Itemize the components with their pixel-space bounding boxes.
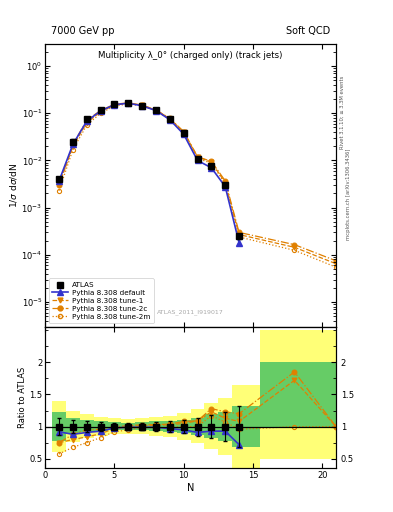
Text: Soft QCD: Soft QCD	[286, 27, 330, 36]
Legend: ATLAS, Pythia 8.308 default, Pythia 8.308 tune-1, Pythia 8.308 tune-2c, Pythia 8: ATLAS, Pythia 8.308 default, Pythia 8.30…	[49, 279, 154, 323]
Text: ATLAS_2011_I919017: ATLAS_2011_I919017	[157, 310, 224, 315]
X-axis label: N: N	[187, 483, 194, 493]
Text: 7000 GeV pp: 7000 GeV pp	[51, 27, 114, 36]
Text: Multiplicity λ_0° (charged only) (track jets): Multiplicity λ_0° (charged only) (track …	[98, 51, 283, 59]
Y-axis label: Ratio to ATLAS: Ratio to ATLAS	[18, 367, 26, 428]
Text: Rivet 3.1.10; ≥ 3.3M events: Rivet 3.1.10; ≥ 3.3M events	[340, 76, 345, 150]
Text: mcplots.cern.ch [arXiv:1306.3436]: mcplots.cern.ch [arXiv:1306.3436]	[346, 149, 351, 240]
Y-axis label: 1/$\sigma$ d$\sigma$/dN: 1/$\sigma$ d$\sigma$/dN	[7, 162, 18, 208]
